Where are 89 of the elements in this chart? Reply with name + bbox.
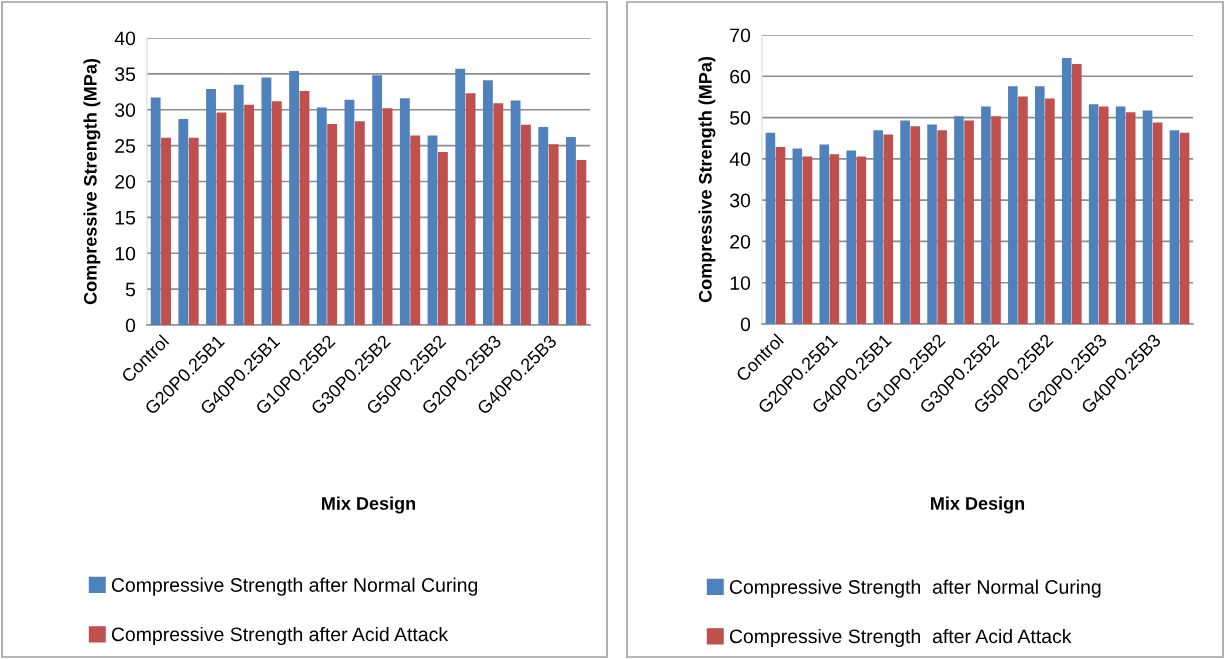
bar: [819, 144, 830, 324]
bar: [883, 134, 894, 324]
bar: [1179, 132, 1190, 324]
bar: [937, 130, 947, 324]
bar: [1061, 58, 1072, 324]
bar: [216, 112, 227, 325]
legend-label: Compressive Strength after Normal Curing: [729, 579, 1101, 598]
bar: [410, 135, 421, 325]
y-tick-label: 0: [125, 318, 136, 333]
y-tick-label: 60: [730, 69, 751, 84]
bar: [455, 68, 466, 325]
bar: [910, 126, 921, 324]
bar: [316, 107, 327, 325]
bar: [1072, 63, 1082, 324]
bar: [244, 104, 255, 325]
bar: [1034, 86, 1045, 324]
bar: [382, 108, 393, 325]
bar: [289, 71, 300, 325]
x-axis-title: Mix Design: [322, 496, 416, 514]
bar: [178, 119, 189, 325]
y-tick-label: 15: [115, 211, 136, 225]
bar: [991, 116, 1001, 324]
bar: [1125, 112, 1136, 324]
legend-label: Compressive Strength after Acid Attack: [111, 626, 449, 646]
bar: [299, 91, 310, 325]
bar: [954, 116, 964, 324]
y-tick-label: 40: [729, 152, 751, 167]
bar: [829, 154, 840, 324]
bar: [792, 148, 803, 324]
y-tick-label: 5: [125, 282, 136, 297]
bar: [1018, 96, 1028, 324]
bar: [964, 120, 974, 324]
bar: [873, 130, 883, 324]
bar: [521, 124, 531, 325]
bar: [927, 124, 937, 324]
y-axis-title: Compressive Strength (MPa): [83, 58, 101, 305]
y-tick-label: 10: [115, 246, 136, 261]
bar: [399, 98, 410, 325]
y-tick-label: 20: [730, 234, 751, 249]
y-tick-label: 50: [730, 111, 751, 125]
bar: [538, 126, 549, 325]
y-tick-label: 40: [114, 31, 136, 46]
bar: [437, 152, 448, 325]
bar: [548, 144, 559, 325]
bar: [1152, 122, 1163, 324]
bar: [150, 97, 161, 325]
bar: [161, 137, 171, 325]
y-tick-label: 10: [730, 276, 751, 290]
bar: [765, 132, 776, 324]
bar: [1088, 104, 1099, 324]
bar: [372, 75, 383, 325]
bar: [566, 137, 576, 325]
bar: [271, 101, 282, 325]
bar: [900, 120, 910, 324]
bar: [510, 100, 521, 325]
bar: [465, 93, 476, 325]
y-tick-label: 0: [740, 317, 751, 332]
bar: [327, 124, 338, 325]
y-tick-label: 30: [115, 103, 136, 117]
bar: [576, 159, 587, 325]
bar: [261, 77, 272, 325]
bar: [856, 156, 867, 324]
x-axis-title: Mix Design: [931, 496, 1025, 514]
bar: [188, 137, 199, 325]
bar: [1045, 98, 1055, 324]
bar: [981, 106, 991, 324]
bar: [1008, 86, 1018, 324]
y-tick-label: 30: [730, 193, 751, 208]
bar: [344, 99, 355, 325]
bar: [1169, 130, 1180, 324]
bar: [354, 121, 365, 325]
y-tick-label: 20: [115, 174, 136, 189]
y-tick-label: 70: [730, 28, 751, 43]
bar: [427, 135, 438, 325]
bar: [1142, 110, 1153, 324]
bar: [1098, 106, 1109, 324]
bar: [206, 88, 216, 325]
bar: [802, 156, 813, 324]
y-axis-title: Compressive Strength (MPa): [698, 56, 716, 303]
legend-label: Compressive Strength after Normal Curing: [111, 577, 478, 596]
bar: [493, 103, 504, 325]
y-tick-label: 25: [115, 139, 136, 153]
bar: [482, 80, 493, 325]
bar: [1115, 106, 1126, 324]
y-tick-label: 35: [115, 67, 136, 82]
bar: [233, 84, 244, 325]
bar: [846, 150, 857, 324]
legend-label: Compressive Strength after Acid Attack: [729, 628, 1072, 648]
bar: [775, 146, 786, 324]
